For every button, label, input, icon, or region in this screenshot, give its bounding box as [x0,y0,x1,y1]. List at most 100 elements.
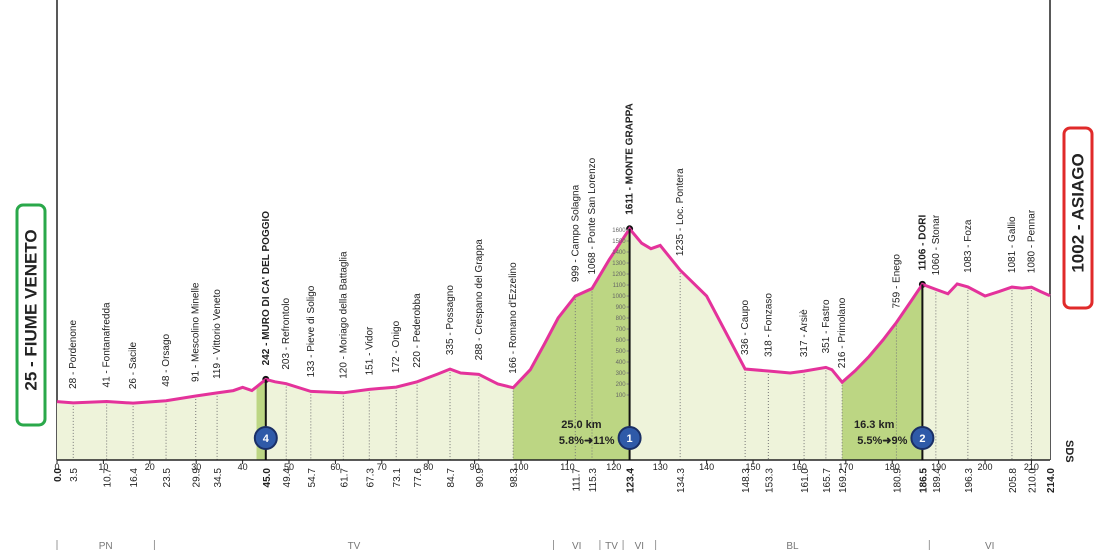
waypoint-label: 203 - Refrontolo [281,298,292,370]
x-tick-label: 170 [838,462,853,472]
x-tick-label: 120 [606,462,621,472]
x-tick-label: 80 [423,462,433,472]
start-box [15,203,47,427]
waypoint-label: 48 - Orsago [161,333,172,386]
x-tick-label: 210 [1024,462,1039,472]
x-tick-label: 90 [470,462,480,472]
finish-box [1062,126,1094,310]
km-label: 165.7 [822,468,833,493]
climb-gradient: 5.5%➜9% [857,435,907,447]
km-label: 115.3 [588,468,599,493]
waypoint-label: 759 - Enego [891,254,902,309]
km-label: 0.0 [53,468,64,482]
km-label: 134.3 [676,468,687,493]
waypoint-label: 242 - MURO DI CA' DEL POGGIO [261,211,272,366]
waypoint-label: 1081 - Gallio [1007,216,1018,273]
climb-category: 1 [627,433,633,445]
km-label: 111.7 [571,468,582,492]
region-label: TV [348,541,361,550]
km-label: 45.0 [262,468,273,488]
x-tick-label: 30 [191,462,201,472]
km-label: 180.9 [892,468,903,493]
waypoint-label: 335 - Possagno [445,285,456,355]
y-tick-label: 1000 [612,294,626,300]
y-tick-label: 1100 [613,283,627,289]
waypoint-label: 1080 - Pennar [1026,209,1037,273]
y-tick-label: 600 [616,338,627,344]
y-tick-label: 700 [616,327,627,333]
waypoint-label: 216 - Primolano [837,297,848,368]
climb-length: 25.0 km [561,419,602,431]
waypoint-label: 166 - Romano d'Ezzelino [508,262,519,374]
km-label: 73.1 [392,468,403,488]
y-tick-label: 1500 [612,239,626,245]
x-tick-label: 160 [792,462,807,472]
km-label: 205.8 [1008,468,1019,493]
x-tick-label: 0 [54,462,59,472]
waypoint-label: 336 - Caupo [740,300,751,355]
y-tick-label: 1400 [612,250,626,256]
km-label: 3.5 [69,468,80,482]
finish-label: 1002 - ASIAGO [1068,153,1087,272]
km-label: 214.0 [1046,468,1057,493]
region-label: VI [572,541,581,550]
region-label: VI [985,541,994,550]
start-label: 25 - FIUME VENETO [21,229,40,390]
x-tick-label: 70 [377,462,387,472]
x-tick-label: 50 [284,462,294,472]
km-label: 186.5 [918,468,929,493]
km-label: 90.9 [475,468,486,488]
climb-badge [253,426,278,450]
y-tick-label: 400 [616,360,627,366]
x-tick-label: 110 [560,462,574,472]
km-label: 34.5 [213,468,224,488]
waypoint-label: 1060 - Stonar [931,214,942,275]
x-tick-label: 140 [699,462,714,472]
x-tick-label: 100 [514,462,529,472]
km-label: 77.6 [413,468,424,488]
waypoint-label: 1235 - Loc. Pontera [675,168,686,256]
km-label: 196.3 [964,468,975,493]
waypoint-label: 1611 - MONTE GRAPPA [625,103,636,215]
x-tick-label: 40 [238,462,248,472]
km-label: 10.7 [103,468,114,488]
x-tick-label: 190 [931,462,946,472]
waypoint-label: 28 - Pordenone [68,320,79,389]
region-label: VI [635,541,644,550]
waypoint-label: 1106 - DORI [917,215,928,271]
y-tick-label: 800 [616,316,627,322]
region-label: PN [99,541,113,550]
km-label: 84.7 [446,468,457,488]
region-label: TV [605,541,618,550]
y-tick-label: 200 [616,382,627,388]
climb-category: 4 [263,433,270,445]
waypoint-label: 999 - Campo Solagna [570,184,581,282]
km-label: 67.3 [365,468,376,488]
climb-badge [617,426,642,450]
waypoint-label: 1068 - Ponte San Lorenzo [587,157,598,274]
waypoint-label: 317 - Arsiè [799,309,810,357]
waypoint-label: 26 - Sacile [128,341,139,389]
y-tick-label: 1300 [612,261,626,267]
y-tick-label: 500 [616,349,627,355]
y-tick-label: 300 [616,371,627,377]
x-tick-label: 10 [98,462,108,472]
y-tick-label: 1600 [612,228,626,234]
km-label: 16.4 [129,468,140,488]
climb-area [513,228,630,460]
waypoint-label: 91 - Mescolino Minelle [191,282,202,382]
x-tick-label: 20 [145,462,155,472]
x-tick-label: 60 [330,462,340,472]
km-label: 23.5 [162,468,173,488]
waypoint-label: 119 - Vittorio Veneto [212,289,223,379]
km-label: 210.0 [1027,468,1038,493]
y-tick-label: 100 [616,393,627,399]
km-label: 153.3 [764,468,775,493]
km-label: 98.3 [509,468,520,488]
km-label: 169.2 [838,468,849,493]
climb-gradient: 5.8%➜11% [559,435,615,447]
waypoint-label: 318 - Fonzaso [763,293,774,357]
waypoint-label: 1083 - Foza [963,219,974,273]
waypoint-label: 351 - Fastro [821,299,832,353]
